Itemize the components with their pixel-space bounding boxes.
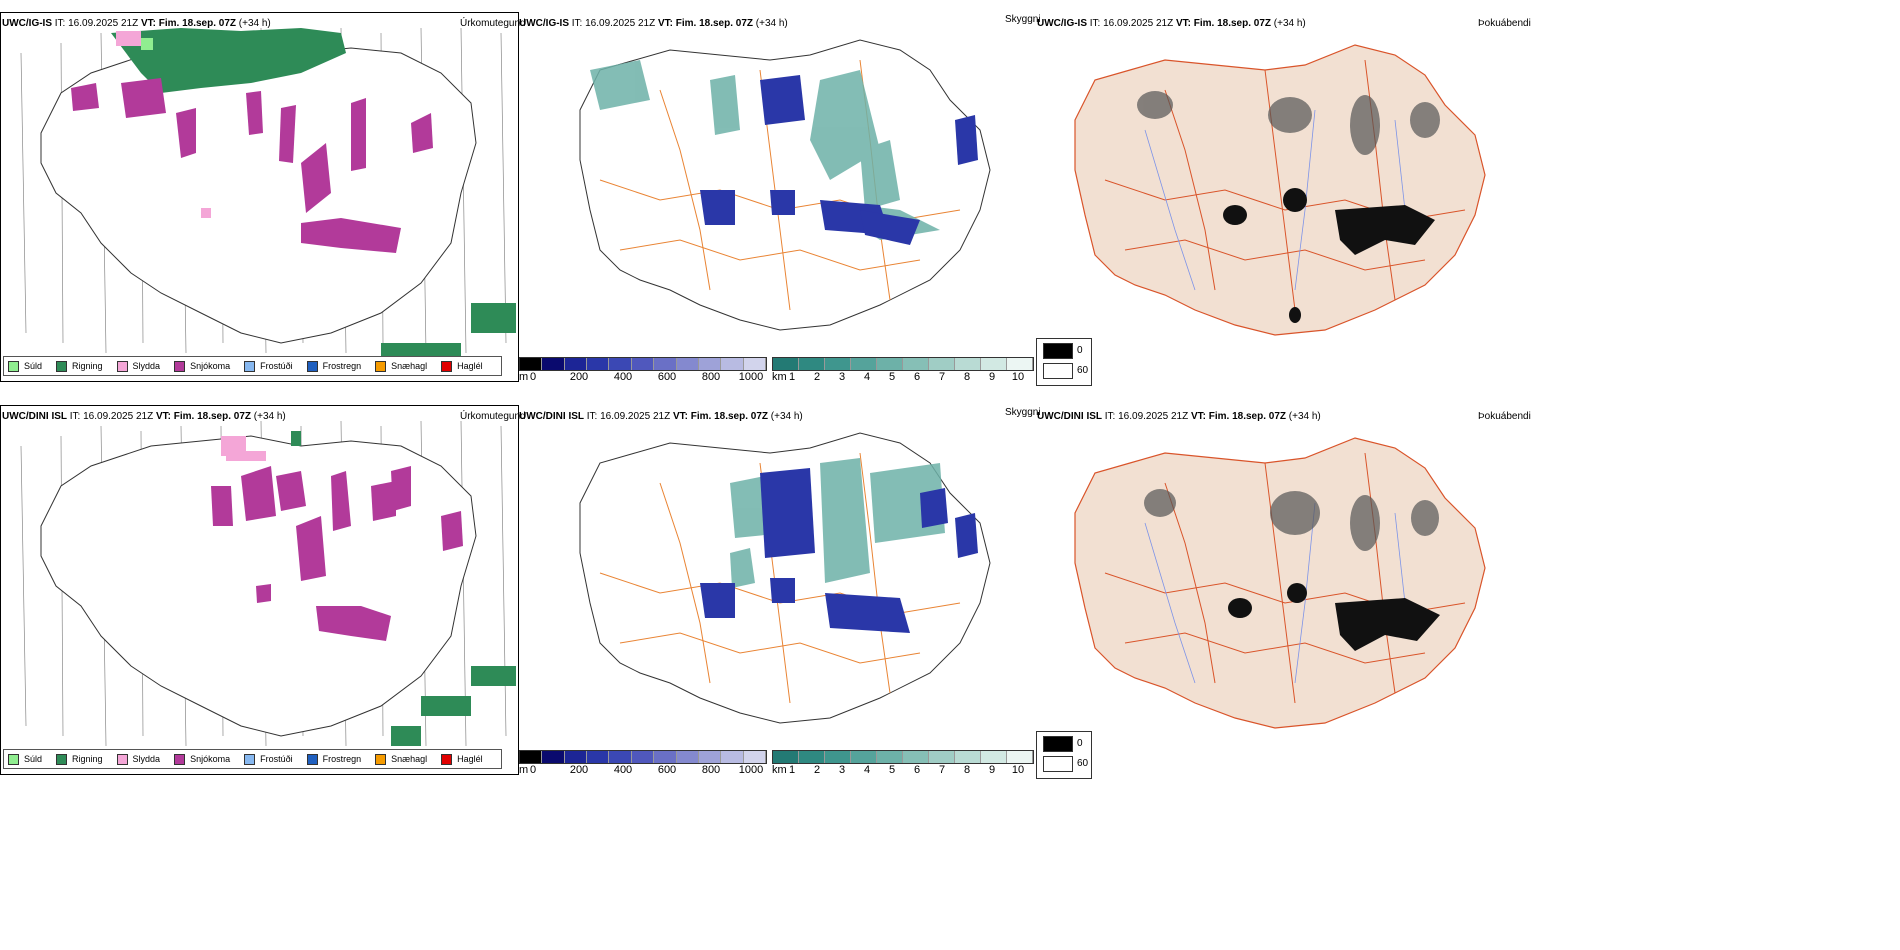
- cloud-map-top: [579, 39, 991, 331]
- visibility-unit-bottom: km: [772, 764, 787, 776]
- param-cloud-top: Skyggni: [1005, 14, 1041, 25]
- cloudbase-unit-bottom: m: [519, 764, 529, 776]
- precip-legend-bottom: Súld Rigning Slydda Snjókoma Frostúði Fr…: [3, 749, 502, 769]
- legend-item-rigning: Rigning: [56, 360, 103, 372]
- iceland-outline: [40, 42, 477, 344]
- precip-panel-top: Súld Rigning Slydda Snjókoma Frostúði Fr…: [0, 12, 519, 382]
- visibility-colorbar-top: [772, 357, 1034, 371]
- header-precip-top: UWC/IG-IS IT: 16.09.2025 21Z VT: Fim. 18…: [2, 18, 271, 29]
- legend-item-frostudi: Frostúði: [244, 753, 293, 765]
- legend-item-frostregn: Frostregn: [306, 753, 361, 765]
- legend-item-hagel: Haglél: [441, 753, 483, 765]
- legend-item-snaehagl: Snæhagl: [375, 753, 427, 765]
- legend-item-frostregn: Frostregn: [306, 360, 361, 372]
- param-fog-top: Þokuábendi: [1478, 18, 1531, 29]
- visibility-colorbar-bottom: [772, 750, 1034, 764]
- header-fog-top: UWC/IG-IS IT: 16.09.2025 21Z VT: Fim. 18…: [1037, 18, 1306, 29]
- legend-item-frostudi: Frostúði: [244, 360, 293, 372]
- header-cloud-bottom: UWC/DINI ISL IT: 16.09.2025 21Z VT: Fim.…: [519, 411, 803, 422]
- param-fog-bottom: Þokuábendi: [1478, 411, 1531, 422]
- precip-legend-top: Súld Rigning Slydda Snjókoma Frostúði Fr…: [3, 356, 502, 376]
- fog-map-top: [1074, 44, 1486, 336]
- legend-item-slydda: Slydda: [116, 753, 160, 765]
- legend-item-suld: Súld: [8, 753, 42, 765]
- legend-item-hagel: Haglél: [441, 360, 483, 372]
- legend-item-snjokoma: Snjókoma: [174, 753, 230, 765]
- precip-map-bottom: [20, 420, 516, 747]
- header-fog-bottom: UWC/DINI ISL IT: 16.09.2025 21Z VT: Fim.…: [1037, 411, 1321, 422]
- precip-map-top: [20, 27, 516, 373]
- cloudbase-colorbar-bottom: [519, 750, 767, 764]
- fog-map-bottom: [1074, 437, 1486, 729]
- legend-item-suld: Súld: [8, 360, 42, 372]
- iceland-outline: [579, 39, 991, 331]
- header-precip-bottom: UWC/DINI ISL IT: 16.09.2025 21Z VT: Fim.…: [2, 411, 286, 422]
- visibility-unit-top: km: [772, 371, 787, 383]
- fog-legend-top: 0 60: [1036, 338, 1092, 386]
- fog-legend-bottom: 0 60: [1036, 731, 1092, 779]
- param-cloud-bottom: Skyggni: [1005, 407, 1041, 418]
- legend-item-snaehagl: Snæhagl: [375, 360, 427, 372]
- param-precip-top: Úrkomutegund: [460, 18, 526, 29]
- legend-item-rigning: Rigning: [56, 753, 103, 765]
- cloudbase-colorbar-top: [519, 357, 767, 371]
- cloudbase-unit-top: m: [519, 371, 529, 383]
- legend-item-slydda: Slydda: [116, 360, 160, 372]
- precip-panel-bottom: Súld Rigning Slydda Snjókoma Frostúði Fr…: [0, 405, 519, 775]
- cloud-map-bottom: [579, 432, 991, 724]
- legend-item-snjokoma: Snjókoma: [174, 360, 230, 372]
- header-cloud-top: UWC/IG-IS IT: 16.09.2025 21Z VT: Fim. 18…: [519, 18, 788, 29]
- param-precip-bottom: Úrkomutegund: [460, 411, 526, 422]
